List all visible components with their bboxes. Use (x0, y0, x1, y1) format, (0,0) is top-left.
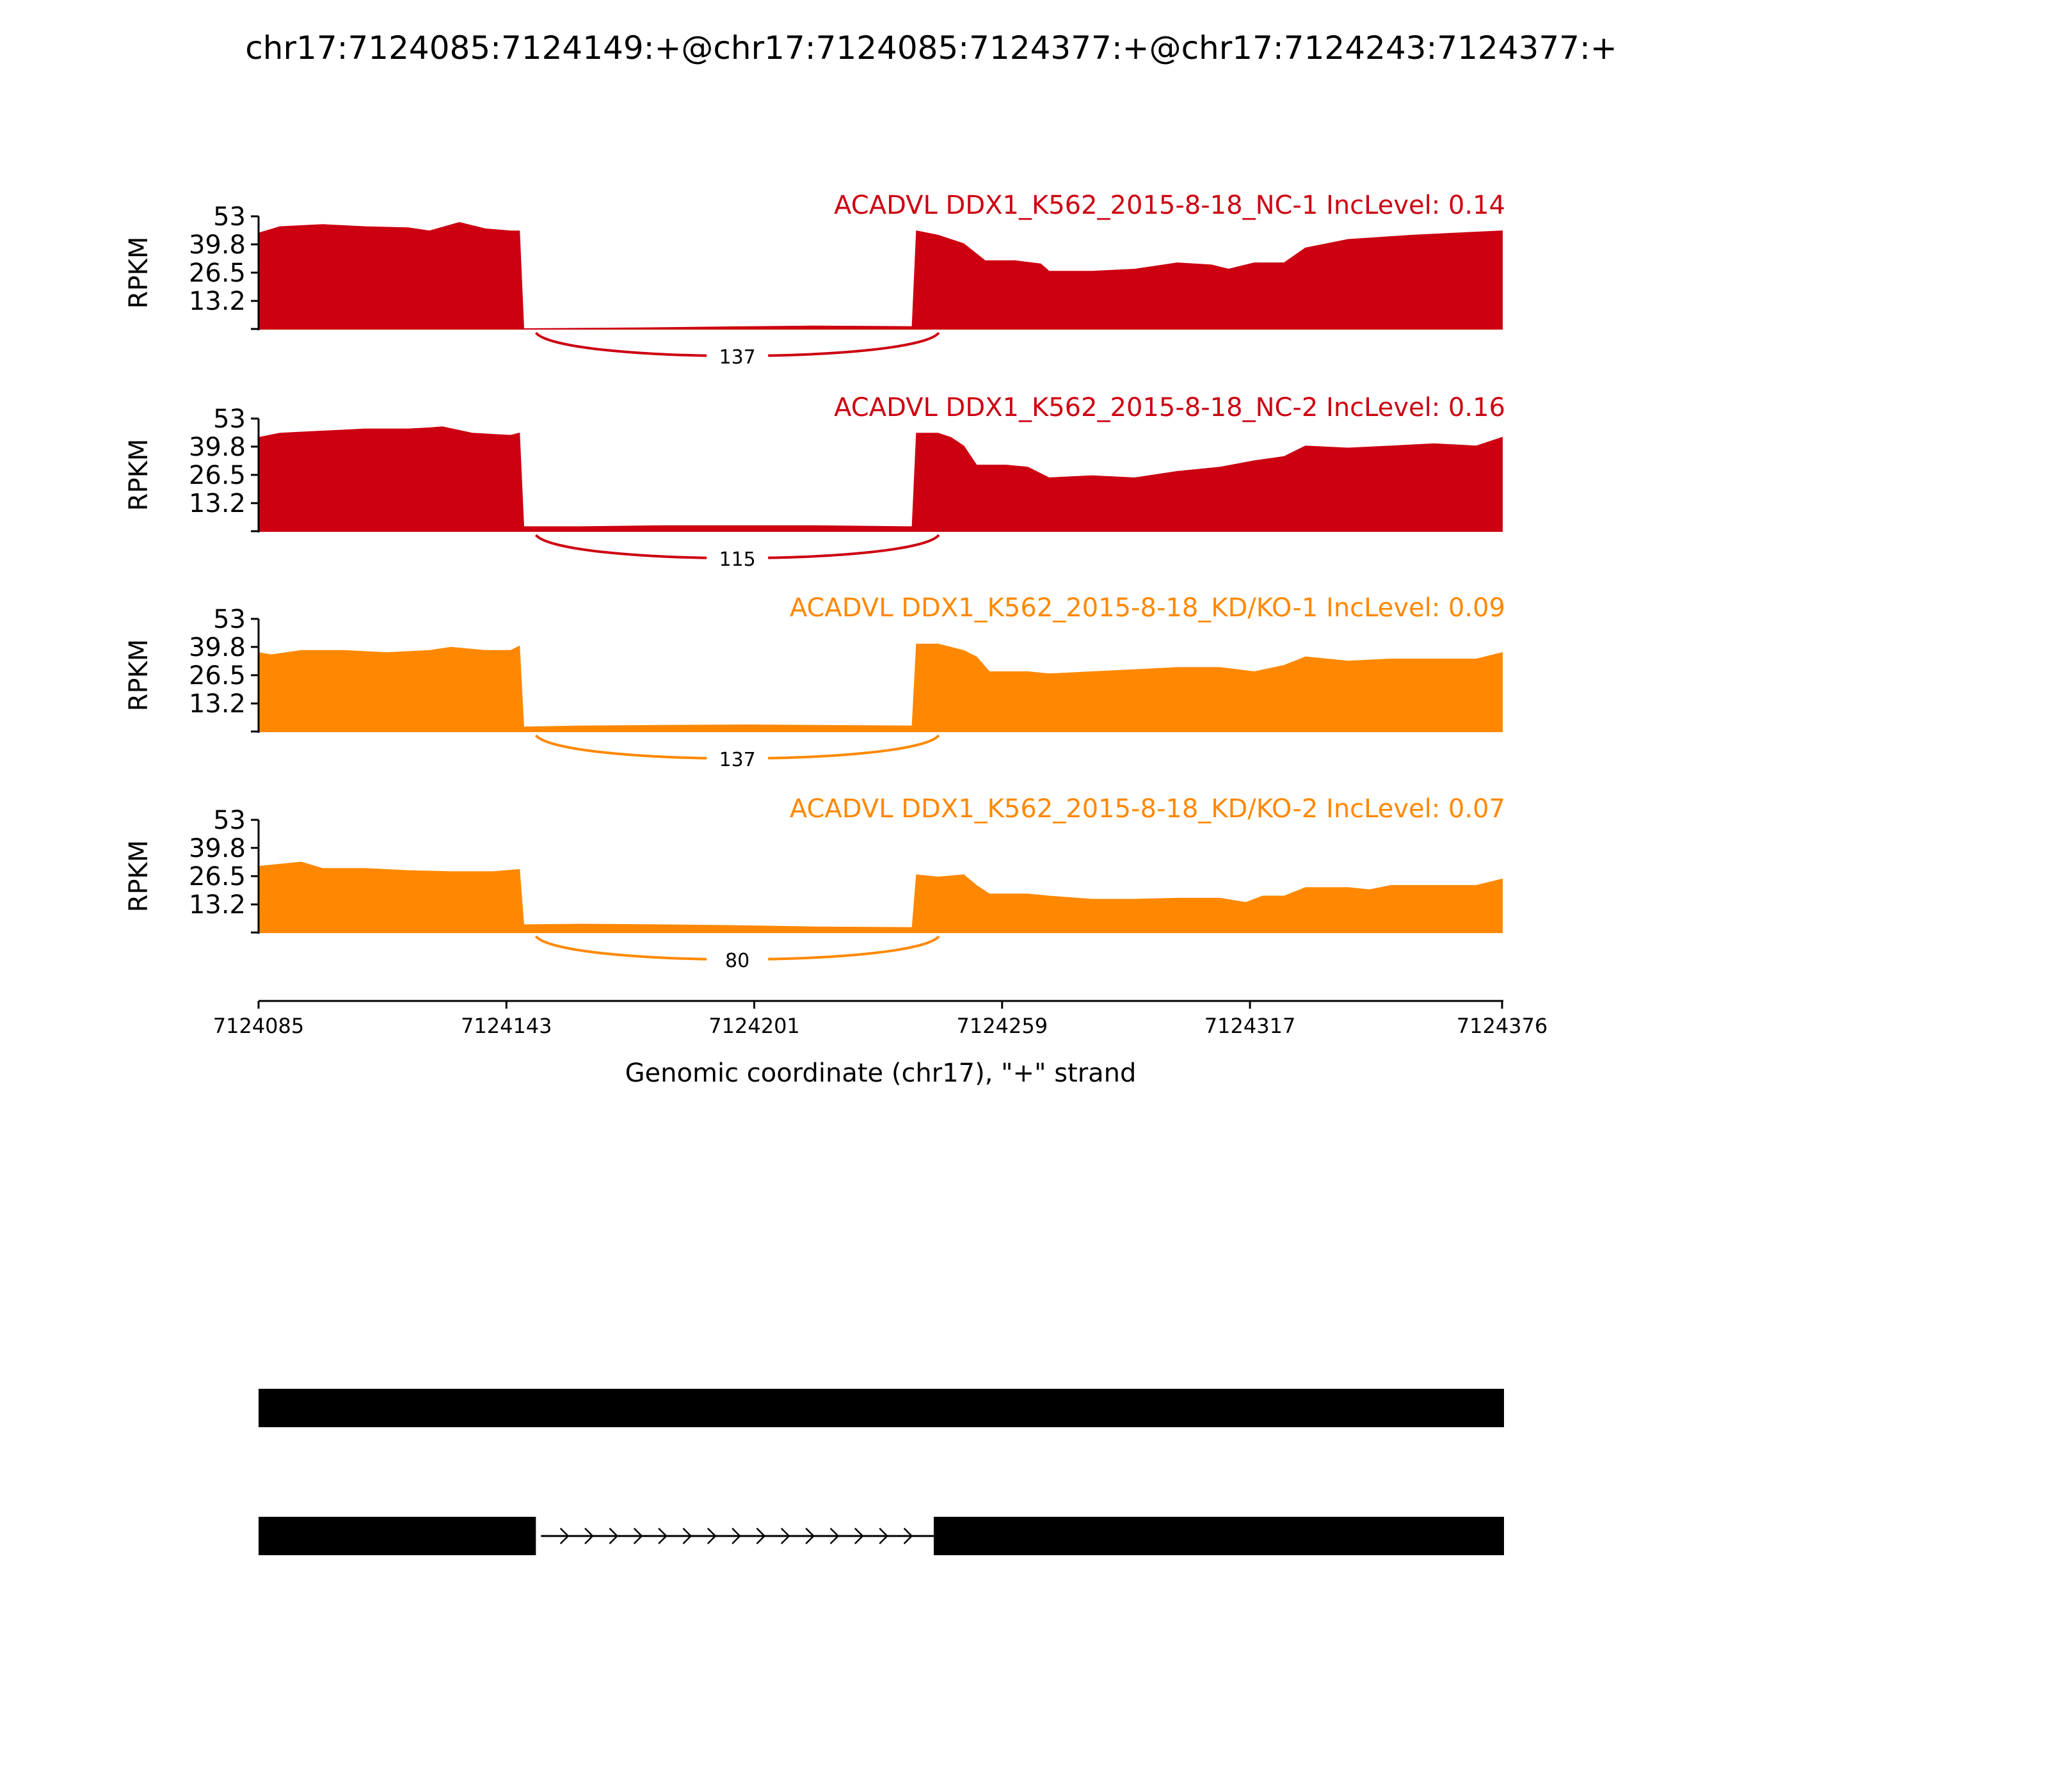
y-tick-label: 53 (213, 202, 246, 232)
series-title: ACADVL DDX1_K562_2015-8-18_KD/KO-1 IncLe… (790, 593, 1505, 623)
exon-block (259, 1389, 1504, 1427)
series-title: ACADVL DDX1_K562_2015-8-18_KD/KO-2 IncLe… (790, 794, 1505, 824)
y-tick-label: 53 (213, 806, 246, 835)
coverage-area (258, 426, 1503, 532)
y-tick-label: 39.8 (189, 834, 246, 863)
strand-arrow-icon (780, 1528, 790, 1544)
x-tick-label: 7124143 (461, 1014, 552, 1038)
y-tick-label: 13.2 (189, 890, 246, 920)
x-tick-label: 7124259 (957, 1014, 1048, 1038)
strand-arrow-icon (805, 1528, 815, 1544)
strand-arrow-icon (903, 1528, 913, 1544)
y-tick-label: 13.2 (189, 489, 246, 518)
junction-label-bg (707, 545, 769, 571)
junction-count: 137 (719, 749, 756, 771)
x-tick-label: 7124317 (1204, 1014, 1296, 1038)
plot-title: chr17:7124085:7124149:+@chr17:7124085:71… (245, 29, 1617, 67)
isoform-models (259, 1389, 1504, 1555)
strand-arrow-icon (584, 1528, 594, 1544)
y-tick-label: 26.5 (189, 661, 246, 691)
y-tick-label: 39.8 (189, 433, 246, 462)
junction-label-bg (707, 746, 769, 771)
strand-arrow-icon (707, 1528, 717, 1544)
junction-count: 80 (725, 950, 749, 972)
y-tick-label: 39.8 (189, 633, 246, 662)
x-tick-label: 7124376 (1457, 1014, 1548, 1038)
strand-arrow-icon (658, 1528, 668, 1544)
y-tick-label: 53 (213, 404, 246, 434)
junction-label-bg (707, 343, 769, 369)
exon-block (933, 1517, 1504, 1555)
junction-label-bg (707, 947, 769, 972)
isoform-1 (259, 1389, 1504, 1427)
strand-arrow-icon (879, 1528, 889, 1544)
y-tick-label: 39.8 (189, 230, 246, 260)
y-axis-label: RPKM (124, 237, 154, 309)
y-tick-label: 26.5 (189, 461, 246, 490)
y-tick-label: 13.2 (189, 689, 246, 719)
strand-arrow-icon (756, 1528, 766, 1544)
y-tick-label: 26.5 (189, 259, 246, 288)
y-tick-label: 26.5 (189, 862, 246, 892)
strand-arrow-icon (854, 1528, 864, 1544)
isoform-2 (259, 1517, 1504, 1555)
y-axis-label: RPKM (124, 840, 154, 913)
x-axis: 7124085 7124143 7124201 7124259 7124317 71243… (213, 1000, 1548, 1038)
series-title: ACADVL DDX1_K562_2015-8-18_NC-2 IncLevel… (834, 393, 1505, 422)
junction-count: 137 (719, 346, 756, 369)
coverage-area (258, 861, 1503, 933)
strand-arrow-icon (633, 1528, 643, 1544)
strand-arrow-icon (829, 1528, 840, 1544)
junction-count: 115 (719, 548, 756, 571)
y-axis-label: RPKM (124, 439, 154, 511)
strand-arrow-icon (609, 1528, 619, 1544)
exon-block (259, 1517, 536, 1555)
series-title: ACADVL DDX1_K562_2015-8-18_NC-1 IncLevel… (834, 191, 1505, 220)
x-tick-label: 7124085 (213, 1014, 305, 1038)
strand-arrow-icon (559, 1528, 570, 1544)
coverage-area (258, 643, 1503, 732)
x-tick-label: 7124201 (708, 1014, 800, 1038)
x-axis-label: Genomic coordinate (chr17), "+" strand (625, 1059, 1137, 1088)
strand-arrow-icon (682, 1528, 692, 1544)
y-tick-label: 13.2 (189, 287, 246, 316)
coverage-area (258, 221, 1503, 330)
y-axis-label: RPKM (124, 639, 154, 712)
y-tick-label: 53 (213, 605, 246, 634)
strand-arrow-icon (732, 1528, 741, 1544)
